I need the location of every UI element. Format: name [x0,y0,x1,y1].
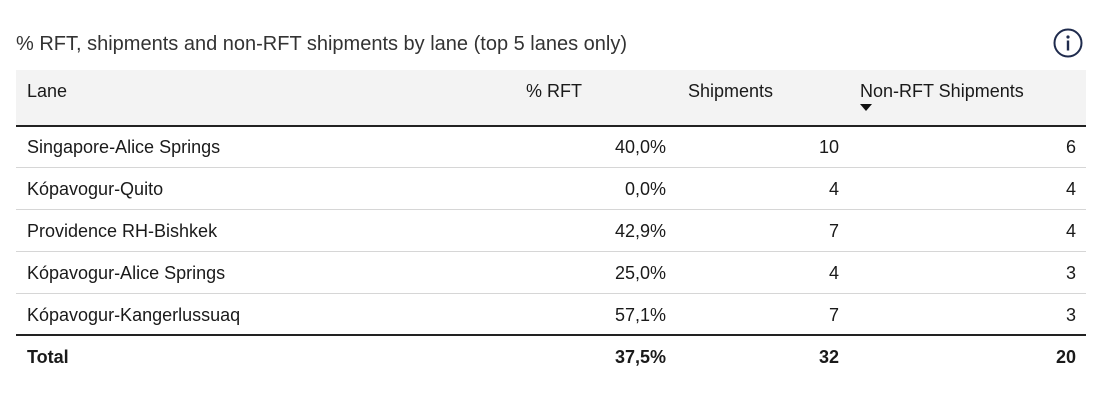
table-cell: 3 [1065,305,1076,325]
total-cell: 37,5% [614,347,666,367]
table-cell: 42,9% [614,221,666,241]
table-cell: 4 [828,263,839,283]
table-cell: 6 [1065,137,1076,157]
total-divider [16,334,1086,336]
row-divider [16,293,1086,294]
total-cell: Total [27,347,69,367]
table-cell: Providence RH-Bishkek [27,221,218,241]
row-divider [16,167,1086,168]
table-cell: Singapore-Alice Springs [27,137,221,157]
column-header: % RFT [526,81,582,101]
table-cell: 4 [1065,179,1076,199]
table-cell: 0,0% [624,179,666,199]
row-divider [16,209,1086,210]
panel-title: % RFT, shipments and non-RFT shipments b… [16,33,628,55]
table-cell: 40,0% [614,137,666,157]
table-cell: 7 [828,305,839,325]
row-divider [16,251,1086,252]
table-cell: Kópavogur-Alice Springs [27,263,226,283]
table-cell: 4 [828,179,839,199]
table-cell: 3 [1065,263,1076,283]
sort-indicator[interactable] [859,103,873,112]
table-cell: 7 [828,221,839,241]
table-cell: 25,0% [614,263,666,283]
table-cell: 10 [818,137,839,157]
info-icon[interactable] [1053,28,1083,58]
total-cell: 32 [818,347,839,367]
column-header: Non-RFT Shipments [860,81,1024,101]
table-cell: Kópavogur-Quito [27,179,164,199]
table-header [16,70,1086,127]
table-cell: Kópavogur-Kangerlussuaq [27,305,241,325]
total-cell: 20 [1055,347,1076,367]
column-header: Lane [27,81,68,101]
table-cell: 4 [1065,221,1076,241]
column-header: Shipments [688,81,774,101]
table-cell: 57,1% [614,305,666,325]
